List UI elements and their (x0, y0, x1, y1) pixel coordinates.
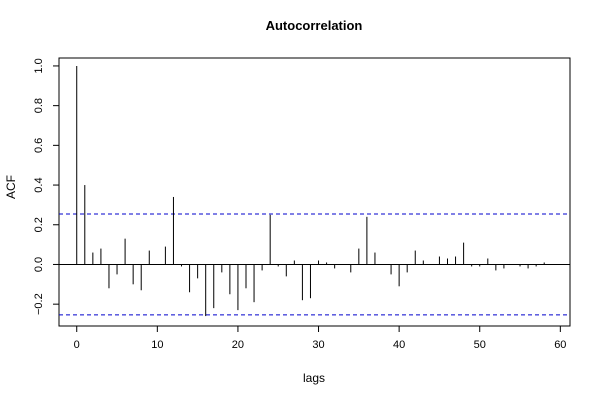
x-tick-label: 30 (312, 339, 324, 351)
x-axis-label: lags (303, 371, 325, 385)
y-tick-label: 0.0 (33, 257, 45, 272)
x-tick-label: 40 (393, 339, 405, 351)
y-tick-label: 0.4 (33, 177, 45, 192)
plot-frame (58, 57, 571, 327)
x-tick-label: 0 (74, 339, 80, 351)
y-tick-label: 0.6 (33, 138, 45, 153)
y-tick-label: −0.2 (33, 293, 45, 315)
plot-layer: 0 10 20 30 40 50 60 −0.2 0.0 0.2 0.4 0.6 0.8 1.0 (33, 58, 570, 351)
x-tick-label: 50 (474, 339, 486, 351)
y-axis-label: ACF (4, 175, 18, 199)
y-tick-label: 0.2 (33, 217, 45, 232)
y-tick-label: 1.0 (33, 58, 45, 73)
x-tick-label: 20 (232, 339, 244, 351)
y-tick-label: 0.8 (33, 98, 45, 113)
x-tick-label: 60 (554, 339, 566, 351)
chart-title: Autocorrelation (266, 18, 363, 33)
x-tick-label: 10 (151, 339, 163, 351)
